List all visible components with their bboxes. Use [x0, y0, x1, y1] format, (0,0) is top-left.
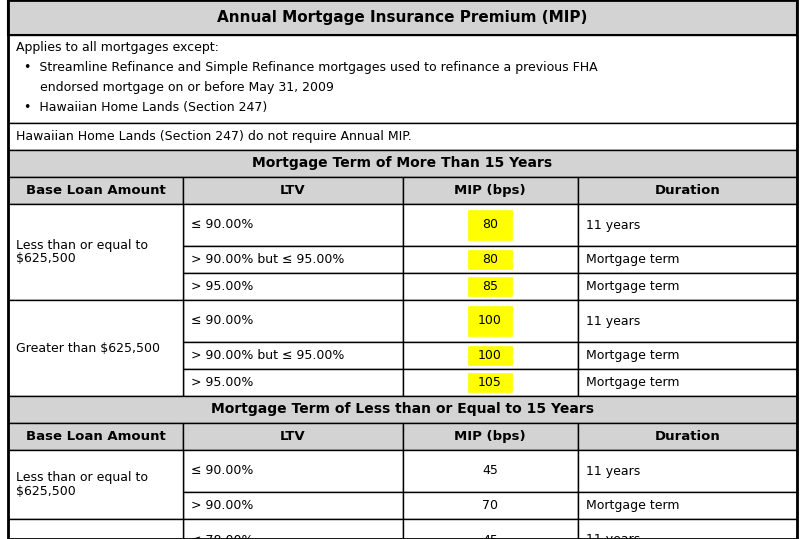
Bar [8, 150, 797, 177]
Bar [184, 492, 402, 519]
Text: 11 years: 11 years [586, 465, 640, 478]
Bar [8, 0, 797, 35]
Text: Less than or equal to: Less than or equal to [16, 238, 148, 252]
Text: $625,500: $625,500 [16, 485, 76, 498]
Text: Mortgage term: Mortgage term [586, 499, 679, 512]
Bar [578, 177, 797, 204]
Text: Mortgage Term of Less than or Equal to 15 Years: Mortgage Term of Less than or Equal to 1… [211, 403, 594, 417]
Text: ≤ 78.00%: ≤ 78.00% [191, 534, 254, 539]
Text: Duration: Duration [654, 430, 720, 443]
Bar [8, 423, 184, 450]
Bar [402, 177, 578, 204]
Text: > 90.00% but ≤ 95.00%: > 90.00% but ≤ 95.00% [191, 349, 345, 362]
Bar [578, 492, 797, 519]
Bar [8, 35, 797, 123]
Bar [578, 204, 797, 246]
Text: 80: 80 [482, 218, 498, 231]
Bar [184, 519, 402, 539]
Text: Mortgage term: Mortgage term [586, 376, 679, 389]
Bar [578, 300, 797, 342]
Bar [184, 246, 402, 273]
Bar [402, 273, 578, 300]
Bar [184, 204, 402, 246]
Bar [578, 273, 797, 300]
Text: 45: 45 [482, 465, 498, 478]
Text: > 95.00%: > 95.00% [191, 280, 254, 293]
Bar [402, 369, 578, 396]
Bar [184, 450, 402, 492]
Text: Mortgage Term of More Than 15 Years: Mortgage Term of More Than 15 Years [253, 156, 552, 170]
Text: •  Hawaiian Home Lands (Section 247): • Hawaiian Home Lands (Section 247) [24, 100, 267, 114]
Bar [578, 519, 797, 539]
Bar [402, 342, 578, 369]
Bar [8, 519, 184, 539]
Bar [402, 519, 578, 539]
Text: ≤ 90.00%: ≤ 90.00% [191, 218, 254, 231]
Bar [184, 423, 402, 450]
Bar [8, 396, 797, 423]
Text: 105: 105 [478, 376, 502, 389]
Text: ≤ 90.00%: ≤ 90.00% [191, 314, 254, 328]
Bar [578, 369, 797, 396]
Bar [184, 273, 402, 300]
Bar [402, 246, 578, 273]
Bar [468, 277, 512, 296]
Bar [468, 373, 512, 392]
Text: Base Loan Amount: Base Loan Amount [26, 184, 166, 197]
Bar [402, 450, 578, 492]
Bar [578, 246, 797, 273]
Text: Greater than $625,500: Greater than $625,500 [16, 342, 160, 355]
Bar [8, 450, 184, 519]
Text: 11 years: 11 years [586, 534, 640, 539]
Text: •  Streamline Refinance and Simple Refinance mortgages used to refinance a previ: • Streamline Refinance and Simple Refina… [24, 60, 597, 73]
Text: 85: 85 [482, 280, 498, 293]
Text: Mortgage term: Mortgage term [586, 280, 679, 293]
Bar [578, 342, 797, 369]
Text: ≤ 90.00%: ≤ 90.00% [191, 465, 254, 478]
Bar [184, 300, 402, 342]
Text: LTV: LTV [280, 430, 306, 443]
Text: Hawaiian Home Lands (Section 247) do not require Annual MIP.: Hawaiian Home Lands (Section 247) do not… [16, 130, 411, 143]
Text: $625,500: $625,500 [16, 252, 76, 266]
Bar [402, 492, 578, 519]
Text: 100: 100 [478, 314, 502, 328]
Text: Applies to all mortgages except:: Applies to all mortgages except: [16, 40, 219, 53]
Bar [8, 123, 797, 150]
Text: > 90.00%: > 90.00% [191, 499, 254, 512]
Text: 11 years: 11 years [586, 218, 640, 231]
Text: 100: 100 [478, 349, 502, 362]
Bar [184, 369, 402, 396]
Text: Duration: Duration [654, 184, 720, 197]
Bar [468, 210, 512, 240]
Text: Base Loan Amount: Base Loan Amount [26, 430, 166, 443]
Bar [8, 177, 184, 204]
Bar [8, 300, 184, 396]
Bar [8, 204, 184, 300]
Bar [184, 342, 402, 369]
Bar [184, 177, 402, 204]
Text: Mortgage term: Mortgage term [586, 253, 679, 266]
Bar [402, 300, 578, 342]
Bar [402, 423, 578, 450]
Text: > 95.00%: > 95.00% [191, 376, 254, 389]
Text: 45: 45 [482, 534, 498, 539]
Bar [468, 346, 512, 365]
Text: 80: 80 [482, 253, 498, 266]
Text: MIP (bps): MIP (bps) [454, 184, 526, 197]
Text: Annual Mortgage Insurance Premium (MIP): Annual Mortgage Insurance Premium (MIP) [217, 10, 588, 25]
Text: LTV: LTV [280, 184, 306, 197]
Bar [468, 306, 512, 336]
Text: Mortgage term: Mortgage term [586, 349, 679, 362]
Bar [578, 423, 797, 450]
Text: Less than or equal to: Less than or equal to [16, 471, 148, 484]
Bar [468, 250, 512, 269]
Text: MIP (bps): MIP (bps) [454, 430, 526, 443]
Text: 70: 70 [482, 499, 498, 512]
Text: endorsed mortgage on or before May 31, 2009: endorsed mortgage on or before May 31, 2… [24, 80, 334, 93]
Bar [578, 450, 797, 492]
Bar [402, 204, 578, 246]
Text: > 90.00% but ≤ 95.00%: > 90.00% but ≤ 95.00% [191, 253, 345, 266]
Text: 11 years: 11 years [586, 314, 640, 328]
